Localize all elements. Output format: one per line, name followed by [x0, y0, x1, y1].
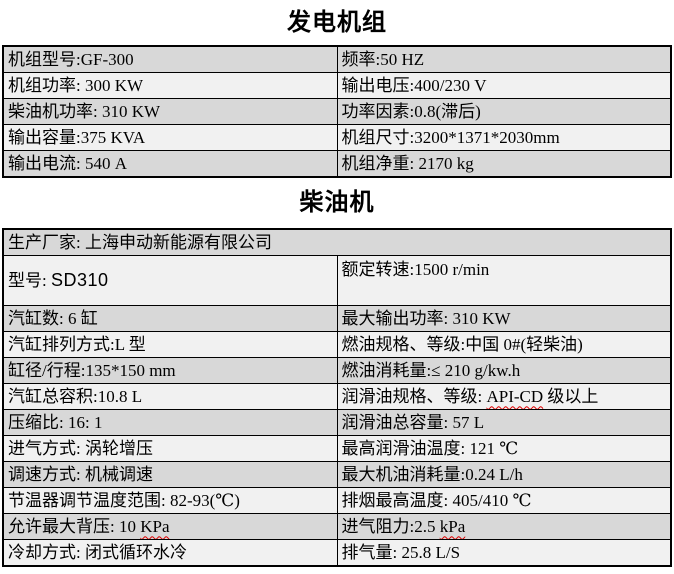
- table-row: 汽缸数: 6 缸 最大输出功率: 310 KW: [2, 305, 672, 332]
- table-row: 冷却方式: 闭式循环水冷 排气量: 25.8 L/S: [2, 539, 672, 567]
- spec-text: 级以上: [543, 386, 599, 406]
- spec-text: 压缩比: 16: 1: [8, 412, 103, 432]
- model-value: SD310: [50, 270, 109, 290]
- spec-cell-manufacturer: 生产厂家: 上海申动新能源有限公司: [2, 228, 672, 256]
- table-row: 进气方式: 涡轮增压 最高润滑油温度: 121 ℃: [2, 435, 672, 462]
- spec-cell-unit-model: 机组型号:GF-300: [2, 45, 338, 73]
- table-row-model: 型号: SD310 额定转速:1500 r/min: [2, 255, 672, 306]
- spec-text: 润滑油总容量: 57 L: [341, 412, 485, 432]
- spec-cell-bore-stroke: 缸径/行程:135*150 mm: [2, 357, 338, 384]
- table-row: 汽缸排列方式:L 型 燃油规格、等级:中国 0#(轻柴油): [2, 331, 672, 358]
- spec-cell-total-displacement: 汽缸总容积:10.8 L: [2, 383, 338, 410]
- spec-cell-unit-power: 机组功率: 300 KW: [2, 72, 338, 99]
- spec-cell-max-exhaust-temp: 排烟最高温度: 405/410 ℃: [336, 487, 672, 514]
- spec-text: 缸径/行程:135*150 mm: [8, 360, 176, 380]
- spec-cell-governor-type: 调速方式: 机械调速: [2, 461, 338, 488]
- spec-text: 汽缸总容积:10.8 L: [8, 386, 143, 406]
- spec-text: 排气量: 25.8 L/S: [341, 542, 461, 562]
- table-row: 允许最大背压: 10 KPa 进气阻力:2.5 kPa: [2, 513, 672, 540]
- spec-text: 最大机油消耗量:0.24 L/h: [341, 464, 523, 484]
- table-row: 汽缸总容积:10.8 L 润滑油规格、等级: API-CD 级以上: [2, 383, 672, 410]
- spec-text: 燃油消耗量:≤ 210 g/kw.h: [341, 360, 521, 380]
- spec-cell-max-back-pressure: 允许最大背压: 10 KPa: [2, 513, 338, 540]
- engine-spec-table: 生产厂家: 上海申动新能源有限公司 型号: SD310 额定转速:1500 r/…: [2, 228, 672, 567]
- spec-cell-compression-ratio: 压缩比: 16: 1: [2, 409, 338, 436]
- spec-cell-net-weight: 机组净重: 2170 kg: [336, 150, 672, 178]
- generator-section-title: 发电机组: [287, 8, 387, 36]
- spec-cell-model: 型号: SD310: [2, 255, 338, 306]
- spec-cell-exhaust-flow: 排气量: 25.8 L/S: [336, 539, 672, 567]
- spec-cell-max-oil-consumption: 最大机油消耗量:0.24 L/h: [336, 461, 672, 488]
- spec-cell-output-capacity: 输出容量:375 KVA: [2, 124, 338, 151]
- spec-text: 燃油规格、等级:中国 0#(轻柴油): [341, 334, 583, 354]
- spec-cell-fuel-grade: 燃油规格、等级:中国 0#(轻柴油): [336, 331, 672, 358]
- spec-cell-output-current: 输出电流: 540 A: [2, 150, 338, 178]
- spec-cell-cylinder-count: 汽缸数: 6 缸: [2, 305, 338, 332]
- spec-text: 冷却方式: 闭式循环水冷: [8, 542, 187, 562]
- table-row: 缸径/行程:135*150 mm 燃油消耗量:≤ 210 g/kw.h: [2, 357, 672, 384]
- spec-cell-rated-speed: 额定转速:1500 r/min: [336, 255, 672, 306]
- table-row: 输出电流: 540 A 机组净重: 2170 kg: [2, 150, 672, 178]
- spec-cell-thermostat-range: 节温器调节温度范围: 82-93(℃): [2, 487, 338, 514]
- spec-cell-max-output-power: 最大输出功率: 310 KW: [336, 305, 672, 332]
- table-row: 节温器调节温度范围: 82-93(℃) 排烟最高温度: 405/410 ℃: [2, 487, 672, 514]
- spec-cell-intake-resistance: 进气阻力:2.5 kPa: [336, 513, 672, 540]
- table-row: 调速方式: 机械调速 最大机油消耗量:0.24 L/h: [2, 461, 672, 488]
- spec-cell-frequency: 频率:50 HZ: [336, 45, 672, 73]
- spec-text: 进气方式: 涡轮增压: [8, 438, 153, 458]
- spec-text: 汽缸数: 6 缸: [8, 308, 98, 328]
- spec-text: 调速方式: 机械调速: [8, 464, 153, 484]
- spec-cell-fuel-consumption: 燃油消耗量:≤ 210 g/kw.h: [336, 357, 672, 384]
- spec-cell-diesel-power: 柴油机功率: 310 KW: [2, 98, 338, 125]
- table-row: 机组功率: 300 KW 输出电压:400/230 V: [2, 72, 672, 99]
- spec-cell-power-factor: 功率因素:0.8(滞后): [336, 98, 672, 125]
- spec-cell-max-lube-oil-temp: 最高润滑油温度: 121 ℃: [336, 435, 672, 462]
- table-row: 柴油机功率: 310 KW 功率因素:0.8(滞后): [2, 98, 672, 125]
- misspelled-text: KPa: [140, 516, 170, 536]
- model-label: 型号:: [8, 271, 51, 290]
- spec-cell-lube-oil-capacity: 润滑油总容量: 57 L: [336, 409, 672, 436]
- spec-text: 允许最大背压: 10: [8, 516, 141, 536]
- spec-text: 排烟最高温度: 405/410 ℃: [341, 490, 532, 510]
- spec-cell-unit-dimensions: 机组尺寸:3200*1371*2030mm: [336, 124, 672, 151]
- misspelled-text: API-CD: [486, 386, 544, 406]
- misspelled-text: kPa: [439, 516, 466, 536]
- table-row: 生产厂家: 上海申动新能源有限公司: [2, 228, 672, 256]
- table-row: 机组型号:GF-300 频率:50 HZ: [2, 45, 672, 73]
- spec-text: 进气阻力:2.5: [341, 516, 440, 536]
- spec-text: 最大输出功率: 310 KW: [341, 308, 511, 328]
- spec-cell-cylinder-arrangement: 汽缸排列方式:L 型: [2, 331, 338, 358]
- engine-section-title: 柴油机: [299, 188, 375, 216]
- spec-cell-intake-method: 进气方式: 涡轮增压: [2, 435, 338, 462]
- spec-text: 汽缸排列方式:L 型: [8, 334, 146, 354]
- spec-text: 润滑油规格、等级:: [341, 386, 487, 406]
- spec-cell-output-voltage: 输出电压:400/230 V: [336, 72, 672, 99]
- spec-cell-cooling-method: 冷却方式: 闭式循环水冷: [2, 539, 338, 567]
- generator-spec-table: 机组型号:GF-300 频率:50 HZ 机组功率: 300 KW 输出电压:4…: [2, 45, 672, 178]
- table-row: 输出容量:375 KVA 机组尺寸:3200*1371*2030mm: [2, 124, 672, 151]
- spec-text: 最高润滑油温度: 121 ℃: [341, 438, 519, 458]
- spec-cell-lube-oil-grade: 润滑油规格、等级: API-CD 级以上: [336, 383, 672, 410]
- table-row: 压缩比: 16: 1 润滑油总容量: 57 L: [2, 409, 672, 436]
- spec-text: 节温器调节温度范围: 82-93(℃): [8, 490, 240, 510]
